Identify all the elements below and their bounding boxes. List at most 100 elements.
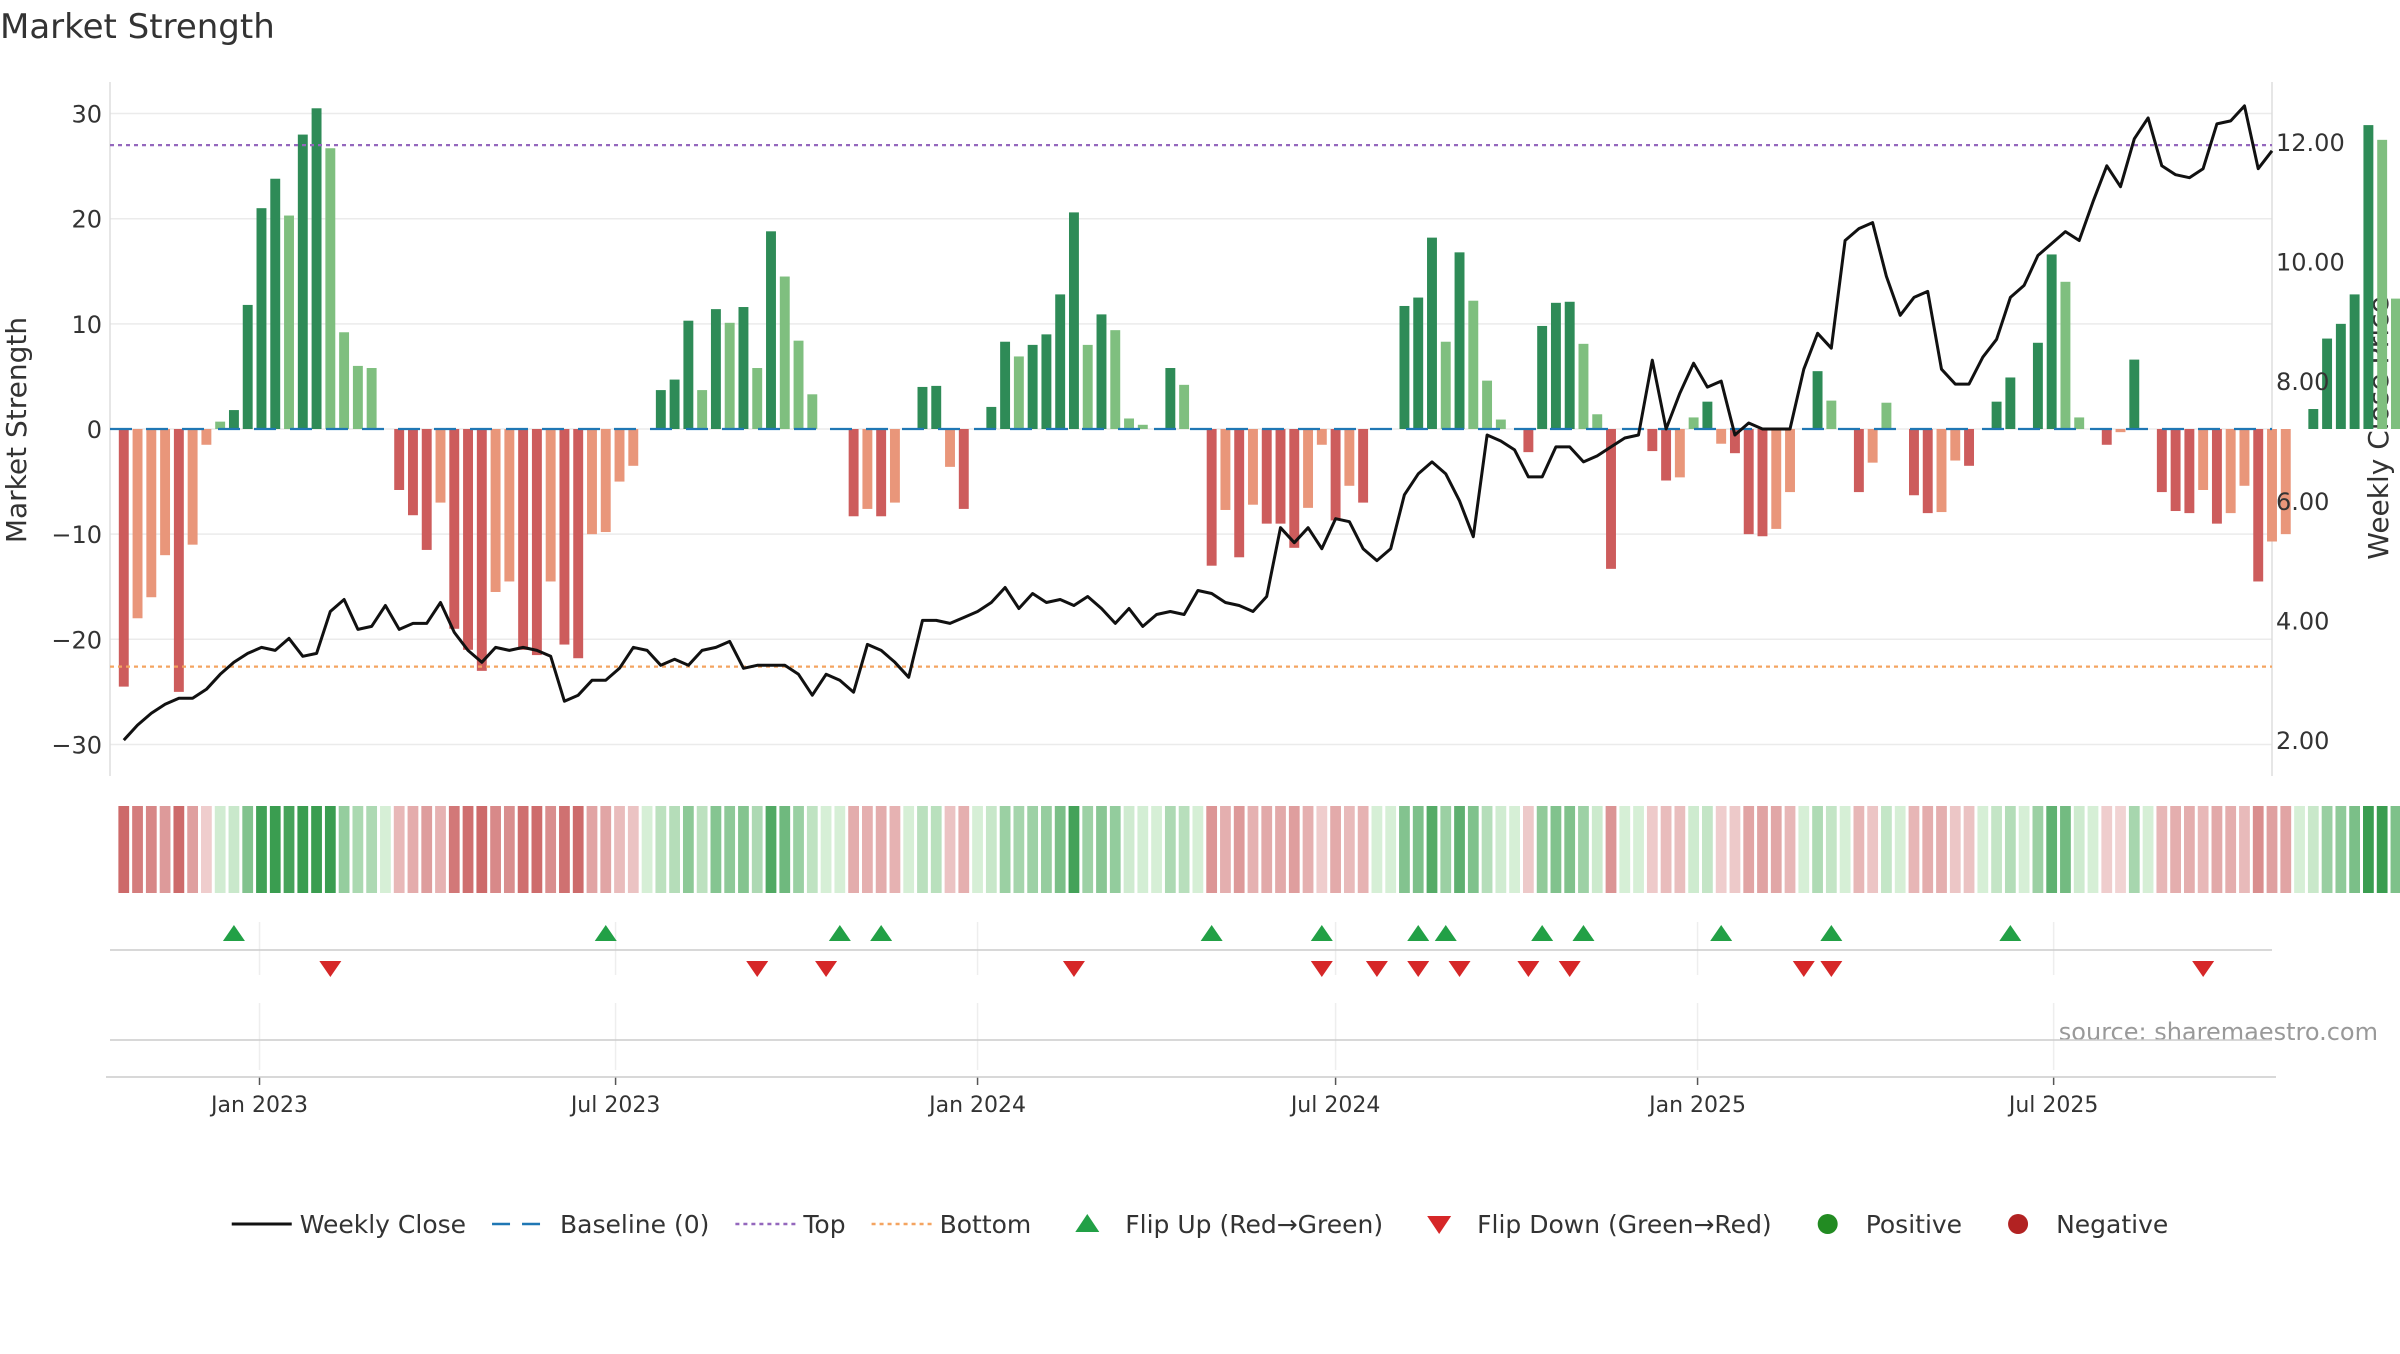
- strip-cell: [2349, 806, 2361, 893]
- strength-bar: [1688, 417, 1699, 429]
- strip-cell: [1674, 806, 1686, 893]
- strip-cell: [820, 806, 832, 893]
- strip-cell: [311, 806, 322, 893]
- strip-cell: [2321, 806, 2333, 893]
- strip-cell: [1812, 806, 1823, 893]
- strength-bar: [531, 429, 542, 656]
- strip-cell: [1936, 806, 1947, 893]
- flip-up-marker: [828, 925, 851, 941]
- strength-bar: [1220, 429, 1231, 510]
- strength-bar: [766, 231, 776, 429]
- strength-bar: [738, 307, 749, 429]
- strip-cell: [256, 806, 267, 893]
- flip-down-marker: [1365, 961, 1388, 977]
- strip-cell: [1605, 806, 1617, 893]
- strip-cell: [1220, 806, 1231, 893]
- strength-bar: [2115, 429, 2126, 433]
- strength-bar: [2253, 429, 2264, 582]
- strength-bar: [2308, 409, 2319, 429]
- strip-cell: [1041, 806, 1052, 893]
- strength-bar: [2156, 429, 2167, 493]
- strength-bar: [2170, 429, 2181, 512]
- strength-bar: [559, 429, 570, 645]
- strength-bar: [945, 429, 955, 467]
- strip-cell: [765, 806, 777, 893]
- flip-up-marker: [1531, 925, 1554, 941]
- strip-cell: [1233, 806, 1245, 893]
- strength-bar: [146, 429, 157, 598]
- strip-cell: [1564, 806, 1576, 893]
- strip-cell: [1481, 806, 1493, 893]
- reference-lines: [110, 143, 2272, 668]
- strength-bar: [600, 429, 611, 533]
- strength-bar: [1826, 400, 1837, 429]
- strength-bar: [1729, 429, 1740, 454]
- strength-bar: [545, 429, 556, 582]
- strip-cell: [1385, 806, 1397, 893]
- flip-up-marker: [1820, 925, 1843, 941]
- strength-bar: [1881, 402, 1892, 429]
- strip-cell: [366, 806, 378, 893]
- strength-bar: [1757, 429, 1768, 537]
- strength-bar: [2390, 298, 2400, 429]
- strip-cell: [2170, 806, 2181, 893]
- strength-bar: [1261, 429, 1272, 524]
- flip-up-marker: [870, 925, 893, 941]
- strip-cell: [1440, 806, 1452, 893]
- strength-bar: [2129, 359, 2140, 429]
- strip-cell: [1867, 806, 1879, 893]
- strip-cell: [889, 806, 901, 893]
- strength-bar: [1124, 418, 1134, 429]
- strip-cell: [1646, 806, 1658, 893]
- legend-label: Flip Up (Red→Green): [1125, 1210, 1383, 1239]
- strength-bar: [518, 429, 529, 650]
- strip-cell: [1536, 806, 1548, 893]
- strip-cell: [862, 806, 873, 893]
- strength-bar: [215, 421, 226, 429]
- strip-cell: [1578, 806, 1589, 893]
- strength-bar: [1674, 429, 1685, 478]
- legend-label: Bottom: [940, 1210, 1032, 1239]
- strength-bar: [958, 429, 969, 509]
- strip-cell: [958, 806, 970, 893]
- strip-cell: [407, 806, 419, 893]
- strip-cell: [187, 806, 199, 893]
- strength-bar: [697, 390, 708, 429]
- strength-bar: [2046, 254, 2057, 429]
- strip-cell: [1371, 806, 1383, 893]
- strip-cell: [1991, 806, 2002, 893]
- strength-bar: [1179, 384, 1190, 429]
- strip-cell: [283, 806, 295, 893]
- strip-cell: [1977, 806, 1989, 893]
- strength-bar: [2280, 429, 2291, 535]
- strip-cell: [352, 806, 364, 893]
- grid-layer: [109, 82, 2273, 1070]
- x-tick-label: Jan 2025: [1647, 1093, 1746, 1118]
- strength-bar: [228, 410, 239, 429]
- strip-cell: [1302, 806, 1314, 893]
- strip-cell: [1550, 806, 1562, 893]
- strength-bar: [1440, 341, 1451, 429]
- strength-bar: [1068, 212, 1079, 429]
- strip-cell: [655, 806, 667, 893]
- strip-cell: [1206, 806, 1218, 893]
- strength-bar: [2101, 429, 2112, 445]
- strip-cell: [1178, 806, 1190, 893]
- strength-bar: [1013, 356, 1024, 429]
- y2-tick-label: 2.00: [2276, 727, 2329, 755]
- strip-cell: [903, 806, 915, 893]
- strength-bar: [352, 365, 363, 429]
- y2-tick-label: 10.00: [2276, 248, 2345, 276]
- strip-cell: [600, 806, 612, 893]
- strip-cell: [710, 806, 722, 893]
- strength-bar: [1743, 429, 1754, 535]
- strength-bar: [270, 178, 281, 429]
- flip-down-marker: [1558, 961, 1581, 977]
- strip-cell: [545, 806, 557, 893]
- legend-label: Baseline (0): [560, 1210, 709, 1239]
- strength-bar: [1110, 330, 1121, 429]
- strip-cell: [2390, 806, 2400, 893]
- strip-cell: [1688, 806, 1700, 893]
- strength-bar: [1041, 334, 1052, 429]
- flip-down-marker: [319, 961, 342, 977]
